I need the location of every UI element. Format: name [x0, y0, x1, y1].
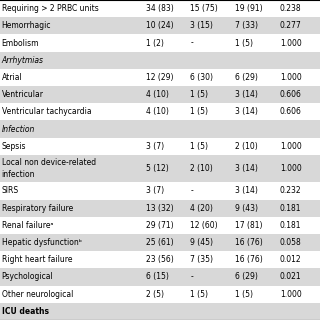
Text: 3 (14): 3 (14): [235, 107, 258, 116]
Text: 7 (33): 7 (33): [235, 21, 258, 30]
Bar: [0, 69, 320, 86]
Bar: [0, 303, 320, 320]
Text: ICU deaths: ICU deaths: [2, 307, 49, 316]
Text: 0.012: 0.012: [280, 255, 302, 264]
Text: 4 (10): 4 (10): [146, 107, 168, 116]
Text: Right heart failure: Right heart failure: [2, 255, 72, 264]
Text: 1 (2): 1 (2): [146, 38, 164, 47]
Text: 0.238: 0.238: [280, 4, 302, 13]
Text: 3 (14): 3 (14): [235, 187, 258, 196]
Text: 0.181: 0.181: [280, 204, 301, 213]
Text: Embolism: Embolism: [2, 38, 39, 47]
Bar: [0, 285, 320, 303]
Bar: [0, 86, 320, 103]
Bar: [0, 155, 320, 182]
Bar: [0, 120, 320, 138]
Text: 10 (24): 10 (24): [146, 21, 173, 30]
Bar: [0, 0, 320, 17]
Text: SIRS: SIRS: [2, 187, 19, 196]
Text: Renal failureᵃ: Renal failureᵃ: [2, 221, 53, 230]
Text: 1 (5): 1 (5): [235, 290, 253, 299]
Bar: [0, 234, 320, 251]
Text: 13 (32): 13 (32): [146, 204, 173, 213]
Text: 12 (60): 12 (60): [190, 221, 218, 230]
Text: 5 (12): 5 (12): [146, 164, 168, 173]
Text: Requiring > 2 PRBC units: Requiring > 2 PRBC units: [2, 4, 98, 13]
Text: 4 (10): 4 (10): [146, 90, 168, 99]
Text: Hemorrhagic: Hemorrhagic: [2, 21, 51, 30]
Bar: [0, 182, 320, 200]
Text: Respiratory failure: Respiratory failure: [2, 204, 73, 213]
Text: 0.181: 0.181: [280, 221, 301, 230]
Text: 2 (5): 2 (5): [146, 290, 164, 299]
Text: 16 (76): 16 (76): [235, 255, 263, 264]
Text: infection: infection: [2, 170, 35, 179]
Bar: [0, 103, 320, 120]
Text: 16 (76): 16 (76): [235, 238, 263, 247]
Text: 17 (81): 17 (81): [235, 221, 263, 230]
Text: Psychological: Psychological: [2, 273, 53, 282]
Text: 1.000: 1.000: [280, 290, 302, 299]
Text: 29 (71): 29 (71): [146, 221, 173, 230]
Bar: [0, 200, 320, 217]
Text: 3 (7): 3 (7): [146, 142, 164, 151]
Text: Sepsis: Sepsis: [2, 142, 26, 151]
Text: 0.606: 0.606: [280, 107, 302, 116]
Text: 25 (61): 25 (61): [146, 238, 173, 247]
Text: 3 (15): 3 (15): [190, 21, 213, 30]
Text: Infection: Infection: [2, 124, 35, 133]
Text: Ventricular tachycardia: Ventricular tachycardia: [2, 107, 91, 116]
Bar: [0, 138, 320, 155]
Bar: [0, 251, 320, 268]
Text: 3 (14): 3 (14): [235, 90, 258, 99]
Text: 34 (83): 34 (83): [146, 4, 173, 13]
Text: 1 (5): 1 (5): [190, 90, 208, 99]
Text: -: -: [190, 187, 193, 196]
Text: 15 (75): 15 (75): [190, 4, 218, 13]
Text: 1 (5): 1 (5): [190, 142, 208, 151]
Text: 12 (29): 12 (29): [146, 73, 173, 82]
Text: 1.000: 1.000: [280, 73, 302, 82]
Text: 19 (91): 19 (91): [235, 4, 263, 13]
Text: 23 (56): 23 (56): [146, 255, 173, 264]
Text: 1.000: 1.000: [280, 142, 302, 151]
Text: 1 (5): 1 (5): [235, 38, 253, 47]
Text: 1 (5): 1 (5): [190, 107, 208, 116]
Text: 3 (7): 3 (7): [146, 187, 164, 196]
Text: 2 (10): 2 (10): [190, 164, 213, 173]
Text: 6 (29): 6 (29): [235, 273, 258, 282]
Text: Ventricular: Ventricular: [2, 90, 44, 99]
Bar: [0, 17, 320, 35]
Text: 0.058: 0.058: [280, 238, 302, 247]
Bar: [0, 35, 320, 52]
Text: Arrhytmias: Arrhytmias: [2, 56, 44, 65]
Text: 1 (5): 1 (5): [190, 290, 208, 299]
Text: 3 (14): 3 (14): [235, 164, 258, 173]
Text: -: -: [190, 38, 193, 47]
Text: 6 (30): 6 (30): [190, 73, 213, 82]
Text: Local non device-related: Local non device-related: [2, 158, 96, 167]
Text: Atrial: Atrial: [2, 73, 22, 82]
Text: 0.606: 0.606: [280, 90, 302, 99]
Text: 0.021: 0.021: [280, 273, 302, 282]
Bar: [0, 268, 320, 285]
Text: 0.232: 0.232: [280, 187, 302, 196]
Text: 1.000: 1.000: [280, 38, 302, 47]
Text: 2 (10): 2 (10): [235, 142, 258, 151]
Text: 6 (29): 6 (29): [235, 73, 258, 82]
Text: 4 (20): 4 (20): [190, 204, 213, 213]
Text: -: -: [190, 273, 193, 282]
Text: Hepatic dysfunctionᵇ: Hepatic dysfunctionᵇ: [2, 238, 82, 247]
Text: 1.000: 1.000: [280, 164, 302, 173]
Bar: [0, 52, 320, 69]
Text: 7 (35): 7 (35): [190, 255, 213, 264]
Text: Other neurological: Other neurological: [2, 290, 73, 299]
Text: 9 (43): 9 (43): [235, 204, 258, 213]
Text: 6 (15): 6 (15): [146, 273, 168, 282]
Text: 0.277: 0.277: [280, 21, 302, 30]
Text: 9 (45): 9 (45): [190, 238, 213, 247]
Bar: [0, 217, 320, 234]
